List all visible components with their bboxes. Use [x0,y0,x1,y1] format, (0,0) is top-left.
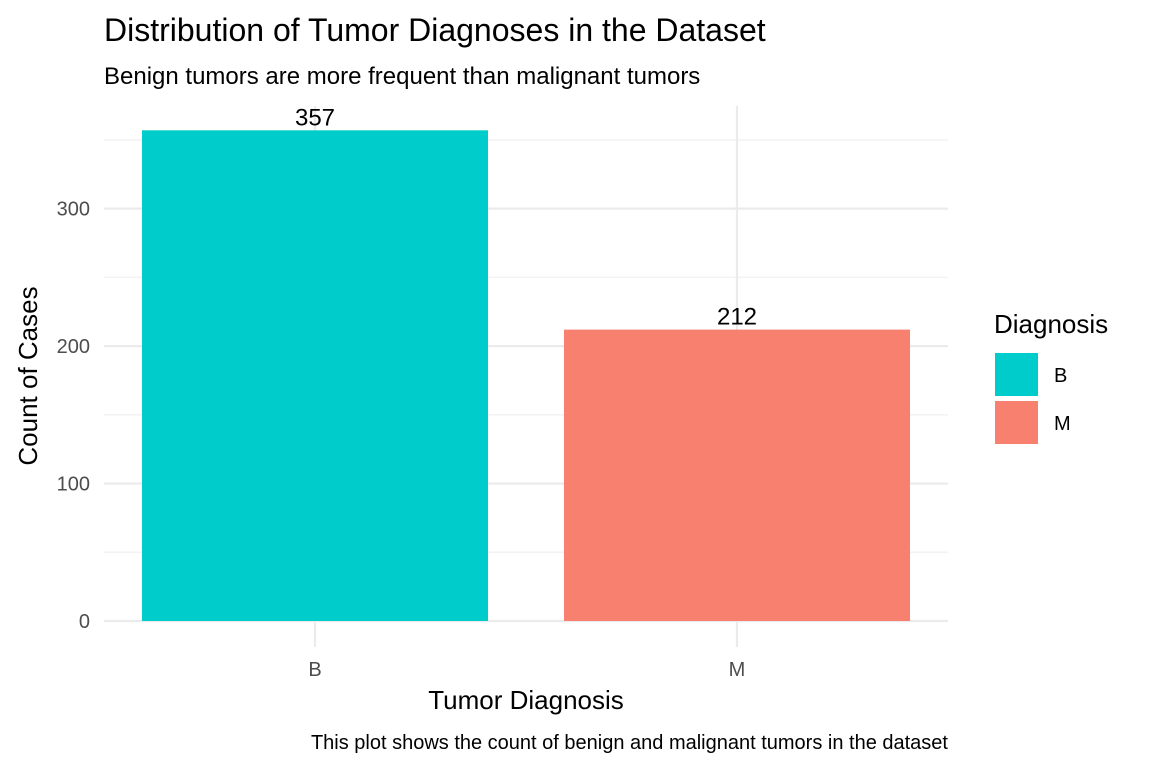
y-tick-label: 100 [57,474,90,496]
data-label-b: 357 [295,104,335,131]
legend-label-m: M [1054,413,1071,435]
legend-key-b [995,353,1038,396]
bars [141,130,911,621]
chart-caption: This plot shows the count of benign and … [311,732,948,754]
y-tick-label: 300 [57,199,90,221]
bar-m [563,329,911,621]
x-tick-label: B [308,659,321,681]
y-tick-label: 0 [79,611,90,633]
legend-key-m [995,401,1038,444]
legend-label-b: B [1054,365,1067,387]
axis-ticks: 0 100 200 300 B M [57,199,746,681]
bar-b [141,130,489,621]
chart-title: Distribution of Tumor Diagnoses in the D… [104,12,766,48]
y-tick-label: 200 [57,336,90,358]
chart-subtitle: Benign tumors are more frequent than mal… [104,63,700,90]
y-axis-title: Count of Cases [13,286,43,465]
x-tick-label: M [729,659,746,681]
legend: Diagnosis B M [994,309,1108,444]
x-axis-title: Tumor Diagnosis [428,685,624,715]
data-label-m: 212 [717,304,757,331]
data-labels: 357 212 [295,104,757,330]
legend-title: Diagnosis [994,309,1108,339]
